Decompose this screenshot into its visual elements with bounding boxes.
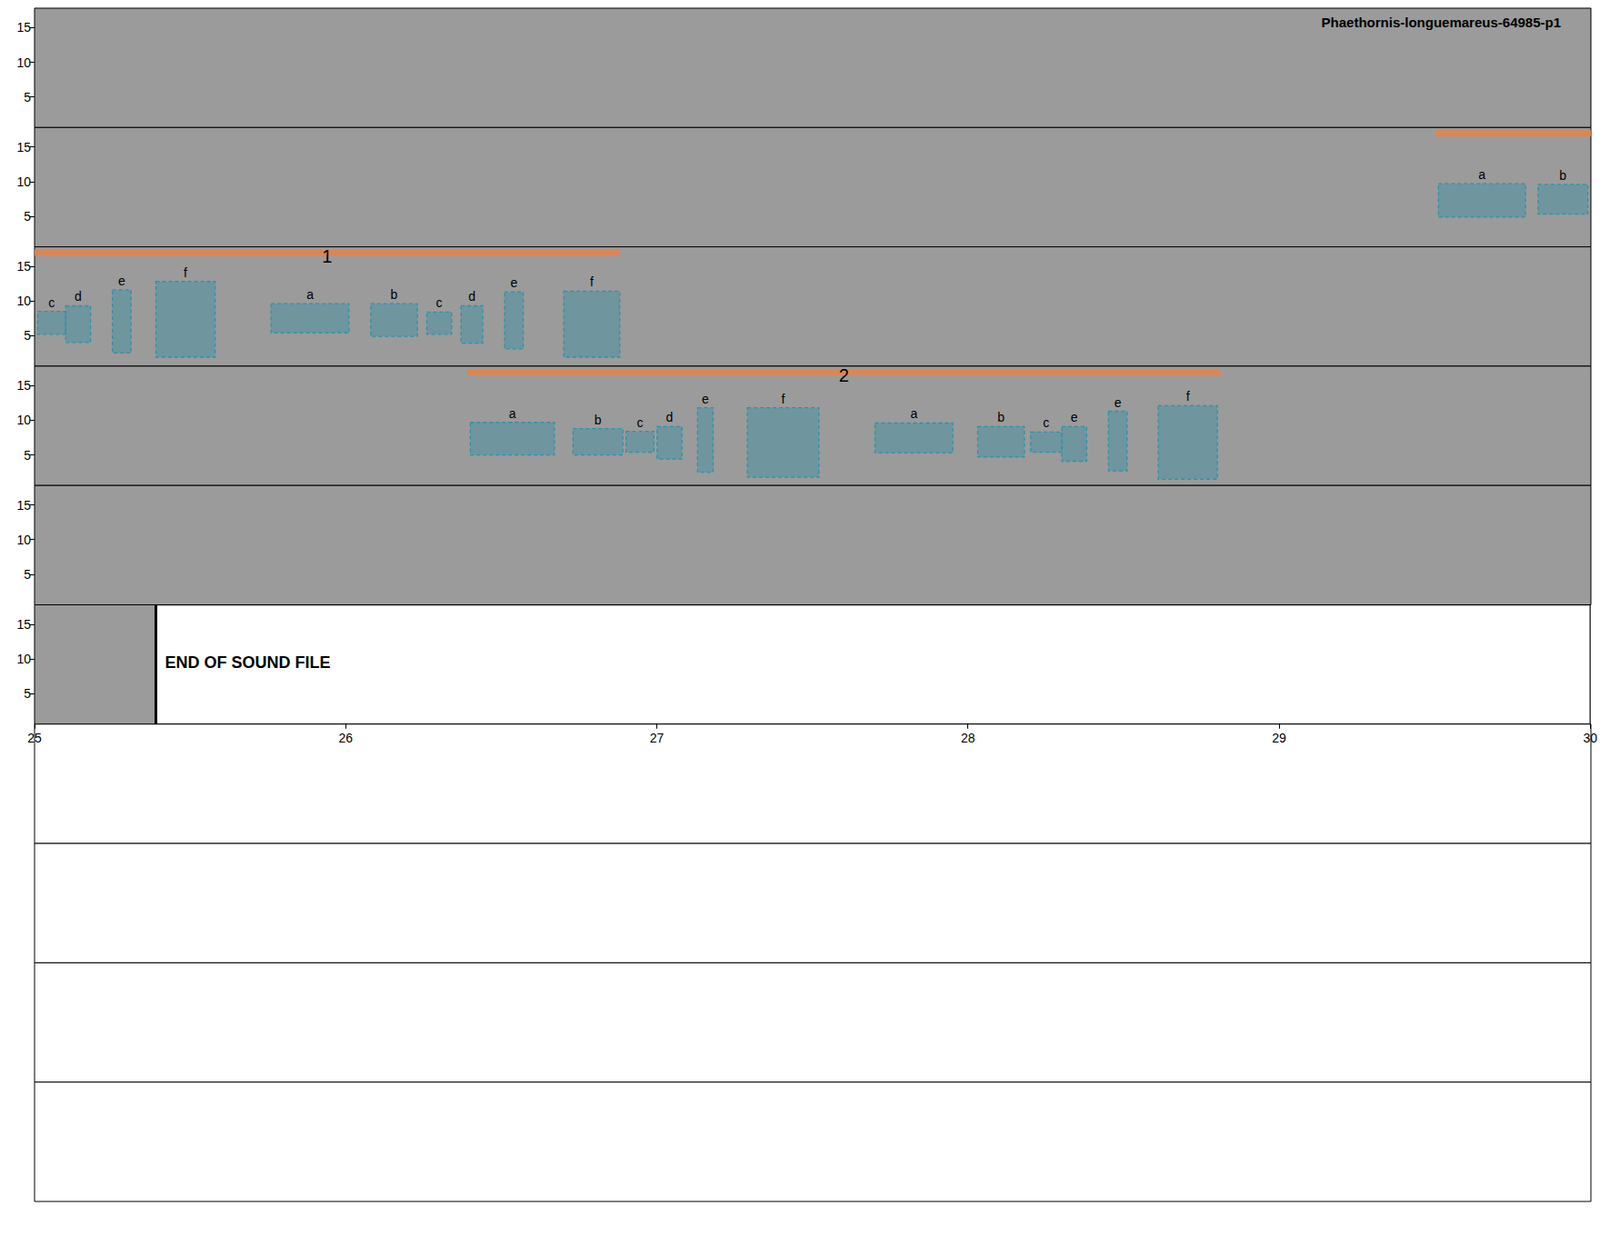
svg-text:15: 15 (16, 20, 31, 35)
svg-text:d: d (74, 289, 82, 304)
svg-text:5: 5 (23, 448, 31, 463)
svg-text:5: 5 (23, 328, 31, 343)
svg-text:10: 10 (16, 174, 31, 190)
svg-text:15: 15 (16, 259, 31, 274)
svg-text:30: 30 (1582, 730, 1598, 746)
svg-text:2: 2 (839, 365, 850, 386)
svg-text:e: e (118, 273, 126, 289)
svg-text:5: 5 (23, 567, 31, 582)
svg-text:15: 15 (16, 378, 31, 393)
svg-text:c: c (48, 295, 55, 310)
svg-text:10: 10 (16, 293, 31, 309)
svg-text:15: 15 (16, 498, 31, 513)
svg-text:10: 10 (16, 532, 31, 548)
svg-text:c: c (636, 415, 643, 430)
svg-text:15: 15 (16, 140, 31, 155)
svg-text:b: b (997, 410, 1005, 425)
svg-text:Phaethornis-longuemareus-64985: Phaethornis-longuemareus-64985-p1 (1321, 14, 1561, 30)
svg-text:28: 28 (960, 730, 976, 746)
svg-text:f: f (183, 265, 188, 280)
svg-text:29: 29 (1271, 730, 1287, 746)
svg-text:a: a (509, 406, 517, 421)
svg-text:b: b (390, 287, 399, 302)
svg-text:END OF SOUND FILE: END OF SOUND FILE (164, 653, 330, 672)
svg-text:c: c (1042, 415, 1050, 430)
svg-text:c: c (436, 295, 443, 310)
svg-text:f: f (781, 391, 786, 407)
svg-text:5: 5 (23, 90, 31, 105)
svg-text:25: 25 (27, 730, 42, 746)
svg-text:10: 10 (16, 412, 31, 428)
svg-text:a: a (1478, 167, 1486, 182)
svg-text:f: f (590, 274, 594, 290)
svg-text:b: b (594, 412, 602, 428)
svg-text:5: 5 (23, 686, 31, 701)
svg-text:d: d (666, 410, 674, 425)
svg-text:d: d (468, 289, 476, 304)
svg-text:10: 10 (16, 55, 31, 70)
svg-text:f: f (1186, 389, 1190, 404)
svg-text:a: a (910, 406, 918, 421)
svg-text:5: 5 (23, 209, 31, 224)
svg-text:e: e (1114, 395, 1122, 410)
svg-text:e: e (1070, 410, 1079, 425)
svg-text:1: 1 (321, 246, 332, 267)
svg-text:10: 10 (16, 651, 31, 667)
svg-text:26: 26 (338, 730, 353, 746)
svg-text:27: 27 (650, 730, 665, 746)
svg-text:e: e (701, 391, 710, 407)
svg-text:b: b (1559, 168, 1567, 183)
svg-text:a: a (306, 287, 314, 302)
svg-text:e: e (510, 275, 518, 290)
svg-text:15: 15 (16, 617, 31, 632)
